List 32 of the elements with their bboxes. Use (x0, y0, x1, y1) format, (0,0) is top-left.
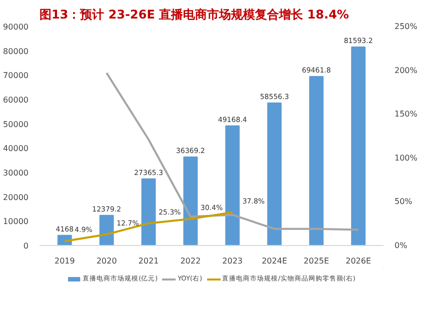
x-tick-label: 2023 (222, 256, 243, 266)
y-tick-label: 0 (23, 242, 29, 250)
bar (267, 102, 282, 246)
y-tick-label: 60000 (3, 96, 29, 104)
x-tick-label: 2026E (346, 256, 372, 266)
y2-tick-label: 200% (394, 66, 418, 75)
x-tick-label: 2020 (96, 256, 117, 266)
y2-tick-label: 250% (394, 22, 418, 31)
y-tick-label: 50000 (3, 120, 29, 129)
bar (225, 125, 240, 246)
bar (183, 156, 198, 246)
y-tick-label: 90000 (3, 22, 29, 32)
x-tick-label: 2025E (304, 256, 330, 266)
bar (99, 214, 114, 246)
y-tick-label: 70000 (3, 71, 29, 80)
y-tick-label: 40000 (3, 144, 29, 154)
chart-title: 图13：预计 23-26E 直播电商市场规模复合增长 18.4% (40, 8, 349, 22)
y-tick-label: 20000 (3, 192, 29, 202)
y2-tick-label: 150% (394, 110, 418, 119)
y2-tick-label: 100% (394, 153, 418, 162)
x-tick-label: 2021 (138, 256, 159, 266)
bar (351, 46, 366, 246)
y2-tick-label: 0% (394, 241, 408, 250)
bar (309, 76, 324, 246)
x-tick-label: 2024E (262, 256, 288, 266)
x-tick-label: 2022 (180, 256, 201, 266)
y2-tick-label: 50% (394, 197, 413, 206)
x-tick-label: 2019 (54, 256, 75, 266)
y-tick-label: 10000 (3, 217, 29, 226)
y-tick-label: 80000 (3, 46, 29, 56)
y-tick-label: 30000 (3, 168, 29, 178)
bar (141, 178, 156, 246)
